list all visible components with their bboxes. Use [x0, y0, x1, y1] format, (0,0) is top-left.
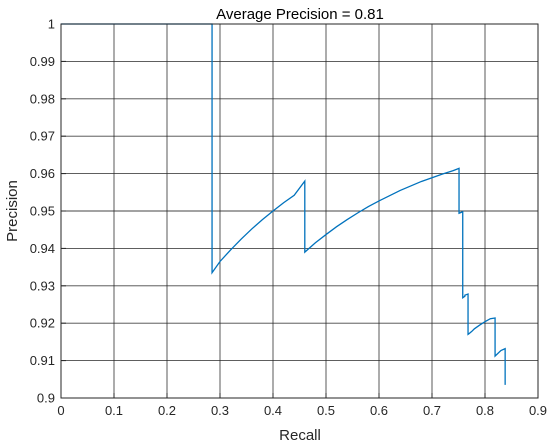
x-tick-label: 0.7: [423, 403, 441, 418]
y-tick-label: 1: [48, 17, 55, 32]
y-tick-label: 0.96: [30, 166, 55, 181]
x-tick-label: 0.4: [264, 403, 282, 418]
x-tick-label: 0.2: [158, 403, 176, 418]
y-tick-labels: 0.9 0.91 0.92 0.93 0.94 0.95 0.96 0.97 0.98 0.99 1: [30, 17, 55, 406]
y-tick-label: 0.99: [30, 54, 55, 69]
x-tick-label: 0.8: [476, 403, 494, 418]
x-tick-label: 0: [57, 403, 64, 418]
chart-title: Average Precision = 0.81: [216, 6, 384, 23]
x-tick-label: 0.6: [370, 403, 388, 418]
y-tick-label: 0.92: [30, 316, 55, 331]
x-tick-label: 0.1: [105, 403, 123, 418]
y-tick-label: 0.9: [37, 391, 55, 406]
y-axis-title: Precision: [4, 180, 21, 242]
axes-box: [60, 23, 539, 399]
y-tick-label: 0.93: [30, 278, 55, 293]
y-tick-label: 0.97: [30, 129, 55, 144]
y-tick-label: 0.98: [30, 91, 55, 106]
x-tick-label: 0.5: [317, 403, 335, 418]
x-tick-labels: 0 0.1 0.2 0.3 0.4 0.5 0.6 0.7 0.8 0.9: [57, 403, 547, 418]
x-tick-label: 0.3: [211, 403, 229, 418]
x-tick-label: 0.9: [529, 403, 547, 418]
y-tick-label: 0.94: [30, 241, 55, 256]
x-axis-title: Recall: [279, 427, 321, 444]
y-tick-label: 0.95: [30, 204, 55, 219]
precision-recall-curve: [61, 23, 506, 385]
y-tick-label: 0.91: [30, 353, 55, 368]
